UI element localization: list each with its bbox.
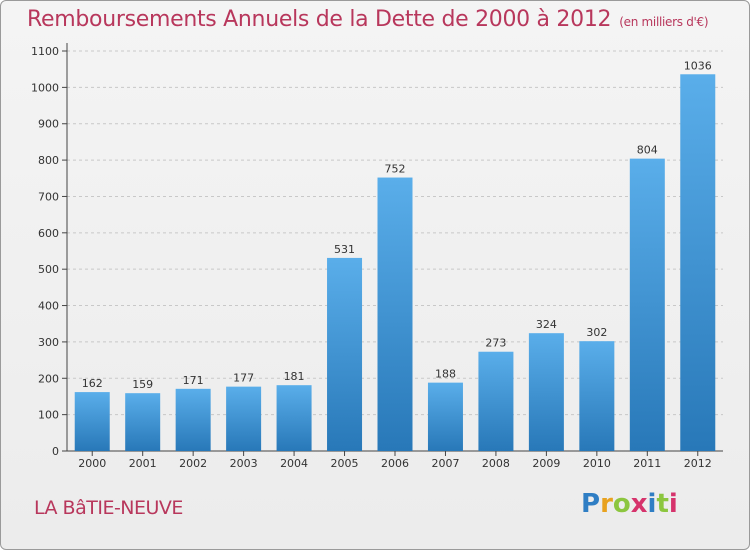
x-tick-label-2010: 2010 <box>583 457 611 470</box>
data-label-2002: 171 <box>183 374 204 387</box>
data-label-2012: 1036 <box>684 59 712 72</box>
bar-2011 <box>629 158 665 452</box>
y-tick-label: 0 <box>52 445 59 458</box>
bar-2004 <box>276 385 312 451</box>
bar-2001 <box>125 393 161 451</box>
logo-letter: P <box>581 489 601 519</box>
data-label-2009: 324 <box>536 318 557 331</box>
logo-letter: i <box>668 489 678 519</box>
bar-2000 <box>74 392 110 451</box>
bar-2002 <box>175 388 211 451</box>
bar-2009 <box>528 333 564 451</box>
y-tick-label: 500 <box>38 263 59 276</box>
data-label-2007: 188 <box>435 368 456 381</box>
x-tick-label-2005: 2005 <box>331 457 359 470</box>
x-tick-label-2001: 2001 <box>129 457 157 470</box>
bars <box>74 74 716 452</box>
y-tick-label: 300 <box>38 336 59 349</box>
data-label-2004: 181 <box>284 370 305 383</box>
data-label-2006: 752 <box>385 163 406 176</box>
data-label-2011: 804 <box>637 144 658 157</box>
chart-subtitle: (en milliers d'€) <box>619 15 709 29</box>
y-tick-label: 900 <box>38 118 59 131</box>
x-tick-label-2007: 2007 <box>431 457 459 470</box>
chart-title-text: Remboursements Annuels de la Dette de 20… <box>27 7 612 32</box>
labels: 162 2000 159 2001 171 2002 177 2003 181 2004 531 20… <box>78 59 712 470</box>
y-tick-label: 1000 <box>31 81 59 94</box>
x-tick-label-2003: 2003 <box>230 457 258 470</box>
bar-2012 <box>680 74 716 451</box>
data-label-2003: 177 <box>233 372 254 385</box>
chart-title: Remboursements Annuels de la Dette de 20… <box>27 7 709 32</box>
bar-2010 <box>579 341 615 451</box>
y-tick-label: 1100 <box>31 45 59 58</box>
y-tick-label: 400 <box>38 300 59 313</box>
logo-letter: i <box>647 489 657 519</box>
data-label-2008: 273 <box>485 337 506 350</box>
y-tick-label: 100 <box>38 409 59 422</box>
data-label-2005: 531 <box>334 243 355 256</box>
y-tick-label: 600 <box>38 227 59 240</box>
proxiti-logo[interactable]: Proxiti <box>581 489 678 519</box>
bar-2003 <box>226 386 262 451</box>
data-label-2001: 159 <box>132 378 153 391</box>
x-tick-label-2012: 2012 <box>684 457 712 470</box>
x-tick-label-2006: 2006 <box>381 457 409 470</box>
y-tick-label: 800 <box>38 154 59 167</box>
logo-letter: r <box>600 489 613 519</box>
bar-2005 <box>327 257 363 451</box>
logo-letter: o <box>612 489 631 519</box>
data-label-2010: 302 <box>586 326 607 339</box>
x-tick-label-2004: 2004 <box>280 457 308 470</box>
x-tick-label-2008: 2008 <box>482 457 510 470</box>
logo-letter: x <box>630 489 648 519</box>
x-tick-label-2009: 2009 <box>532 457 560 470</box>
y-tick-label: 200 <box>38 372 59 385</box>
bar-2006 <box>377 177 413 451</box>
logo-letter: t <box>656 489 669 519</box>
x-tick-label-2011: 2011 <box>633 457 661 470</box>
commune-name: LA BâTIE-NEUVE <box>34 497 183 519</box>
x-tick-label-2000: 2000 <box>78 457 106 470</box>
y-tick-label: 700 <box>38 190 59 203</box>
bar-2008 <box>478 351 514 451</box>
bar-2007 <box>427 382 463 451</box>
x-tick-label-2002: 2002 <box>179 457 207 470</box>
data-label-2000: 162 <box>82 377 103 390</box>
